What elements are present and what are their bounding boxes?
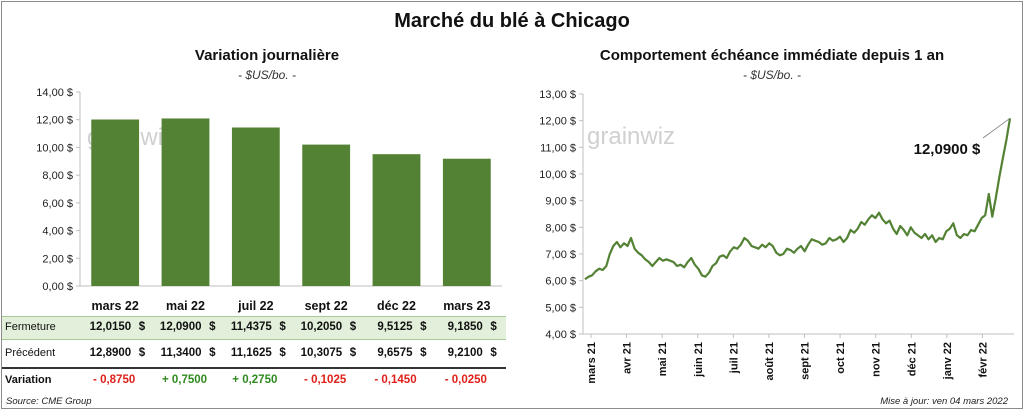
row-label-variation: Variation	[5, 374, 52, 386]
line-chart: grainwiz 4,00 $ 5,00 $ 6,00 $ 7,00 $ 8,00 $ 9…	[539, 89, 1014, 384]
line-xtick-label: févr 22	[977, 342, 989, 377]
bar-1	[161, 118, 210, 286]
bar-ytick-label: 6,00 $	[42, 198, 73, 210]
bar-category-label: déc 22	[377, 299, 416, 313]
table-cell: 9,1850 $	[447, 321, 497, 333]
line-ytick-label: 7,00 $	[545, 249, 576, 261]
table-cell: 12,0150 $	[89, 321, 146, 333]
update-note: Mise à jour: ven 04 mars 2022	[880, 396, 1008, 407]
bar-chart-unit: - $US/bo. -	[237, 68, 297, 82]
line-xtick-label: juin 21	[693, 342, 705, 378]
table-cell: - 0,8750	[93, 374, 136, 386]
row-label-precedent: Précédent	[5, 347, 56, 359]
bar-ytick-label: 8,00 $	[42, 170, 73, 182]
last-value-label: 12,0900 $	[914, 141, 981, 158]
line-ytick-label: 4,00 $	[545, 329, 576, 341]
table-cell: + 0,2750	[232, 374, 278, 386]
line-xtick-label: sept 21	[800, 342, 812, 380]
bar-chart-title: Variation journalière	[194, 47, 340, 64]
bar-ytick-label: 2,00 $	[42, 253, 73, 265]
bar-category-label: mai 22	[166, 299, 205, 313]
series-line-wheat	[584, 118, 1012, 281]
bar-4	[372, 154, 421, 286]
table-cell: - 0,1025	[304, 374, 347, 386]
bar-category-label: sept 22	[305, 299, 348, 313]
line-chart-unit: - $US/bo. -	[742, 68, 802, 82]
line-chart-title: Comportement échéance immédiate depuis 1…	[599, 47, 945, 64]
bar-ytick-label: 12,00 $	[36, 115, 73, 127]
annotation-leader	[982, 117, 1011, 139]
table-cell: - 0,1450	[374, 374, 417, 386]
page-title: Marché du blé à Chicago	[394, 10, 630, 32]
table-cell: 12,8900 $	[89, 347, 146, 359]
line-ytick-label: 11,00 $	[540, 142, 576, 154]
line-xtick-label: juil 21	[728, 342, 740, 374]
bar-ytick-label: 4,00 $	[42, 226, 73, 238]
table-cell: 11,3400 $	[160, 347, 216, 359]
table-cell: + 0,7500	[161, 374, 208, 386]
source-note: Source: CME Group	[6, 396, 92, 407]
table-row-variation: Variation - 0,8750 + 0,7500 + 0,2750 - 0,10…	[2, 370, 506, 392]
bar-0	[91, 119, 140, 286]
table-cell: 11,1625 $	[230, 347, 286, 359]
bar-ytick-label: 10,00 $	[36, 142, 73, 154]
bar-2	[231, 127, 280, 286]
table-cell: 12,0900 $	[159, 321, 216, 333]
table-cell: 9,2100 $	[447, 347, 497, 359]
watermark-text: grainwiz	[587, 123, 675, 150]
grainwiz-watermark-right: grainwiz	[587, 123, 675, 150]
line-xtick-label: mars 21	[586, 342, 598, 384]
line-ytick-label: 8,00 $	[545, 222, 576, 234]
bar-category-label: mars 22	[92, 299, 139, 313]
row-label-fermeture: Fermeture	[5, 321, 56, 333]
line-xtick-label: nov 21	[871, 342, 883, 377]
line-xtick-label: oct 21	[835, 342, 847, 374]
line-xtick-label: janv 22	[942, 342, 954, 380]
bar-category-label: juil 22	[237, 299, 273, 313]
table-cell: 11,4375 $	[230, 321, 286, 333]
table-row-precedent: Précédent 12,8900 $ 11,3400 $ 11,1625 $ 10,307…	[2, 343, 506, 365]
table-cell: 9,5125 $	[377, 321, 427, 333]
table-cell: 10,3075 $	[300, 347, 357, 359]
line-ytick-label: 5,00 $	[545, 302, 576, 314]
line-ytick-label: 13,00 $	[539, 89, 576, 101]
line-xtick-label: mai 21	[657, 342, 669, 376]
line-xtick-label: avr 21	[622, 342, 634, 374]
line-ytick-label: 6,00 $	[545, 276, 576, 288]
line-ytick-label: 12,00 $	[539, 116, 576, 128]
bar-chart: grainwiz 0,00 $2,00 $4,00 $6,00 $8,00 $1…	[36, 87, 502, 313]
bar-ytick-label: 0,00 $	[42, 281, 73, 293]
bar-3	[302, 144, 351, 286]
bar-5	[442, 158, 491, 286]
table-row-fermeture: Fermeture 12,0150 $ 12,0900 $ 11,4375 $ 10,205…	[2, 316, 506, 340]
table-cell: 9,6575 $	[377, 347, 427, 359]
table-cell: - 0,0250	[444, 374, 487, 386]
line-xtick-label: déc 21	[906, 342, 918, 376]
bar-ytick-label: 14,00 $	[36, 87, 73, 99]
line-ytick-label: 10,00 $	[539, 169, 576, 181]
line-xtick-label: août 21	[764, 342, 776, 381]
line-ytick-label: 9,00 $	[545, 196, 576, 208]
table-cell: 10,2050 $	[300, 321, 357, 333]
bar-category-label: mars 23	[443, 299, 490, 313]
